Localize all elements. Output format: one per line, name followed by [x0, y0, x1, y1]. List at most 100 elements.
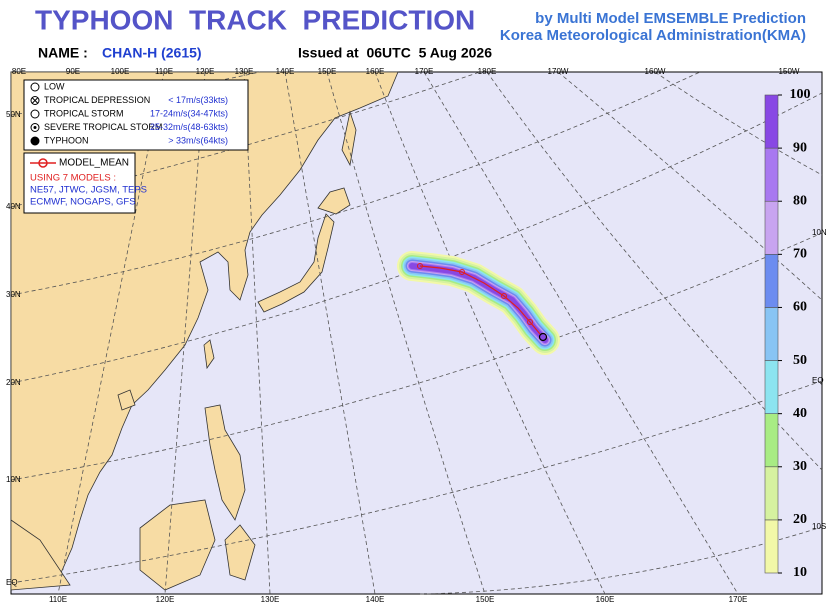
axis-label: 150E: [318, 67, 337, 76]
land: [10, 519, 71, 591]
grid-line: [557, 71, 823, 301]
legend-range: 17-24m/s(34-47kts): [150, 108, 228, 118]
legend-symbol: [30, 82, 40, 92]
legend-range: 25-32m/s(48-63kts): [150, 122, 228, 132]
land: [204, 404, 246, 521]
mean-marker: [501, 293, 507, 299]
grid-line: [423, 71, 739, 595]
colorbar-tick-label: 70: [793, 247, 807, 262]
legend-range: < 17m/s(33kts): [168, 95, 228, 105]
axis-label: 150W: [779, 67, 800, 76]
legend-symbol: [30, 136, 40, 146]
colorbar-tick-label: 100: [790, 87, 811, 102]
land: [257, 213, 335, 313]
land: [139, 499, 216, 591]
mean-marker-symbol: [38, 158, 48, 168]
colorbar-tick-label: 60: [793, 300, 807, 315]
axis-label: 110E: [49, 595, 67, 604]
colorbar-tick-label: 80: [793, 193, 807, 208]
grid-line: [284, 71, 376, 595]
colorbar-tick-label: 50: [793, 353, 807, 368]
subtitle: by Multi Model EMSEMBLE Prediction: [535, 10, 806, 27]
legend-symbol: [30, 123, 40, 132]
axis-label: 80E: [12, 67, 26, 76]
legend-label: TYPHOON: [44, 135, 89, 145]
axis-label: 10N: [6, 475, 21, 484]
name: CHAN-H (2615): [102, 45, 202, 61]
ensemble-track: [397, 251, 560, 355]
land: [224, 524, 256, 581]
axis-label: 170E: [729, 595, 748, 604]
axis-label: 130E: [261, 595, 280, 604]
colorbar-tick-label: 10: [793, 565, 807, 580]
subtitle: Korea Meteorological Administration(KMA): [500, 27, 806, 44]
colorbar-tick-label: 90: [793, 140, 807, 155]
axis-label: 120E: [196, 67, 215, 76]
legend-range: > 33m/s(64kts): [168, 135, 228, 145]
colorbar-segment: [764, 519, 779, 574]
axis-label: 160E: [596, 595, 615, 604]
axis-label: EQ: [812, 376, 824, 385]
axis-label: 90E: [66, 67, 80, 76]
grid-line: [10, 232, 823, 481]
axis-label: 130E: [235, 67, 254, 76]
legend-box: [23, 79, 249, 151]
colorbar-segment: [764, 147, 779, 202]
axis-label: 10N: [812, 228, 827, 237]
axis-label: 110E: [155, 67, 173, 76]
axis-label: 170E: [415, 67, 434, 76]
issued: Issued at 06UTC 5 Aug 2026: [298, 45, 492, 61]
colorbar-segment: [764, 360, 779, 414]
legend-symbol: [31, 97, 39, 104]
colorbar-segment: [764, 466, 779, 521]
grid-line: [10, 380, 823, 584]
legend-symbol: [30, 96, 40, 105]
axis-label: 160E: [366, 67, 385, 76]
axis-label: 150E: [476, 595, 495, 604]
colorbar-tick-label: 20: [793, 512, 807, 527]
name-label: NAME :: [38, 45, 88, 61]
axis-label: 180E: [478, 67, 497, 76]
land: [317, 187, 351, 215]
legend: LOW TROPICAL DEPRESSION < 17m/s(33kts) TROP…: [30, 81, 228, 146]
title: TYPHOON TRACK PREDICTION: [35, 4, 475, 35]
mean-track: [419, 265, 541, 335]
land: [341, 110, 357, 167]
colorbar-segment: [764, 307, 779, 361]
colorbar-segment: [764, 413, 779, 468]
axis-label: 30N: [6, 290, 21, 299]
grid-line: [654, 71, 823, 176]
models-list: ECMWF, NOGAPS, GFS: [30, 197, 136, 208]
axis-label: 100E: [111, 67, 130, 76]
axis-label: 50N: [6, 110, 21, 119]
storm-symbol: [538, 332, 548, 342]
land: [203, 339, 215, 370]
grid-line: [10, 71, 481, 208]
grid-line: [57, 71, 165, 595]
colorbar-segment: [764, 200, 779, 255]
axis-label: 160W: [645, 67, 666, 76]
mean-label: MODEL_MEAN: [59, 158, 129, 169]
legend-label: LOW: [44, 81, 65, 91]
land: [117, 389, 136, 411]
colorbar: 10 20 30 40 50 60 70 80 90 100: [764, 87, 811, 580]
grid-line: [374, 71, 606, 595]
colorbar-tick-label: 30: [793, 459, 807, 474]
axis-label: 170W: [548, 67, 569, 76]
legend-label: SEVERE TROPICAL STORM: [44, 122, 162, 132]
axis-label: EQ: [6, 578, 18, 587]
colorbar-segment: [764, 254, 779, 308]
axis-label: 20N: [6, 378, 21, 387]
legend-symbol: [33, 126, 37, 129]
mean-marker: [417, 263, 423, 269]
axis-label: 10S: [812, 522, 826, 531]
colorbar-segment: [764, 94, 779, 149]
axis-label: 140E: [366, 595, 385, 604]
grid-line: [10, 71, 701, 296]
grid-line: [164, 71, 206, 595]
legend-label: TROPICAL DEPRESSION: [44, 95, 150, 105]
legend-symbol: [30, 109, 40, 119]
axis-label: 40N: [6, 202, 21, 211]
grid-line: [243, 71, 271, 595]
